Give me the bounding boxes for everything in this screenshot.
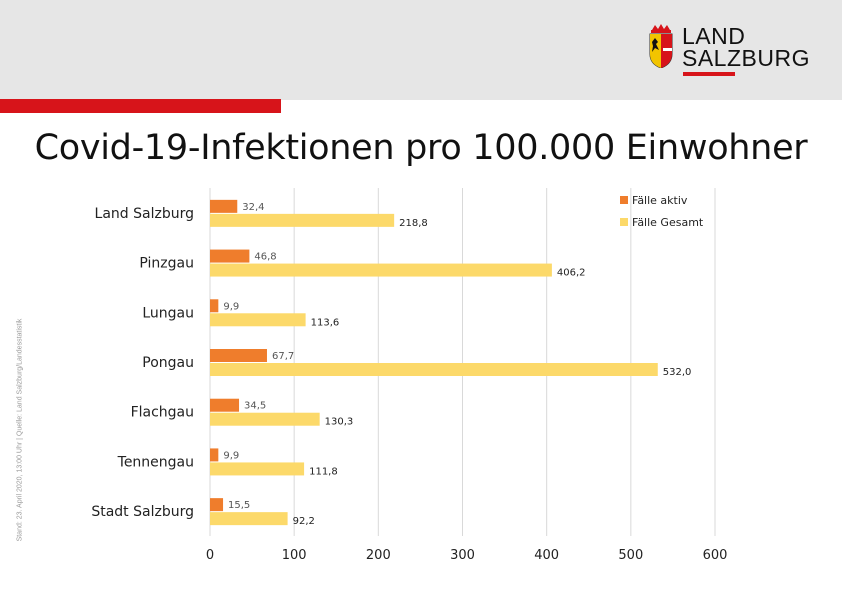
- logo-text-land: LAND: [682, 23, 746, 49]
- data-label-total: 218,8: [399, 218, 428, 229]
- x-tick-label: 500: [618, 548, 643, 563]
- bar-total: [210, 263, 552, 277]
- x-tick-label: 300: [450, 548, 475, 563]
- bar-active: [210, 498, 224, 512]
- coat-of-arms-icon: [649, 24, 673, 68]
- x-tick-label: 400: [534, 548, 559, 563]
- data-label-total: 92,2: [293, 516, 315, 527]
- bar-total: [210, 363, 658, 376]
- data-label-total: 130,3: [325, 417, 354, 428]
- legend-swatch: [620, 218, 628, 226]
- bar-total: [210, 313, 306, 327]
- brand-accent-bar: [0, 99, 281, 113]
- category-label: Land Salzburg: [95, 206, 194, 222]
- legend-swatch: [620, 196, 628, 204]
- logo-underline: [683, 72, 735, 76]
- data-label-total: 111,8: [309, 466, 338, 477]
- category-label: Stadt Salzburg: [91, 504, 194, 520]
- category-label: Lungau: [142, 305, 194, 321]
- data-label-total: 532,0: [663, 367, 692, 378]
- bar-total: [210, 512, 288, 526]
- bar-total: [210, 462, 305, 476]
- category-label: Tennengau: [117, 454, 194, 470]
- data-label-active: 15,5: [228, 500, 250, 511]
- data-label-active: 9,9: [223, 301, 239, 312]
- data-label-total: 406,2: [557, 268, 586, 279]
- legend-label: Fälle Gesamt: [632, 216, 704, 229]
- logo-text-salzburg: SALZBURG: [682, 45, 810, 71]
- data-label-active: 34,5: [244, 401, 266, 412]
- land-salzburg-logo: LAND SALZBURG: [648, 22, 818, 82]
- bar-active: [210, 448, 219, 462]
- x-tick-label: 100: [282, 548, 307, 563]
- bars: [210, 199, 658, 526]
- category-label: Pongau: [142, 355, 194, 371]
- x-tick-label: 600: [703, 548, 728, 563]
- bar-total: [210, 213, 395, 227]
- x-tick-label: 0: [206, 548, 214, 563]
- gridlines: [209, 188, 716, 536]
- bar-active: [210, 398, 240, 412]
- bar-active: [210, 349, 267, 362]
- data-label-active: 46,8: [254, 252, 276, 263]
- bar-total: [210, 412, 320, 426]
- data-label-active: 9,9: [223, 450, 239, 461]
- data-label-total: 113,6: [311, 317, 340, 328]
- category-label: Flachgau: [131, 405, 194, 421]
- header-band: [0, 0, 842, 100]
- legend-label: Fälle aktiv: [632, 194, 688, 207]
- legend: Fälle aktiv Fälle Gesamt: [620, 194, 704, 229]
- category-label: Pinzgau: [139, 256, 194, 272]
- bar-active: [210, 249, 250, 263]
- bar-active: [210, 299, 219, 313]
- data-label-active: 67,7: [272, 351, 294, 362]
- x-tick-label: 200: [366, 548, 391, 563]
- bar-active: [210, 199, 238, 213]
- labels: 0 100 200 300 400 500 600 Land Salzburg 32,4 218,…: [91, 202, 727, 563]
- chart-title: Covid-19-Infektionen pro 100.000 Einwohn…: [34, 128, 808, 168]
- data-label-active: 32,4: [242, 202, 264, 213]
